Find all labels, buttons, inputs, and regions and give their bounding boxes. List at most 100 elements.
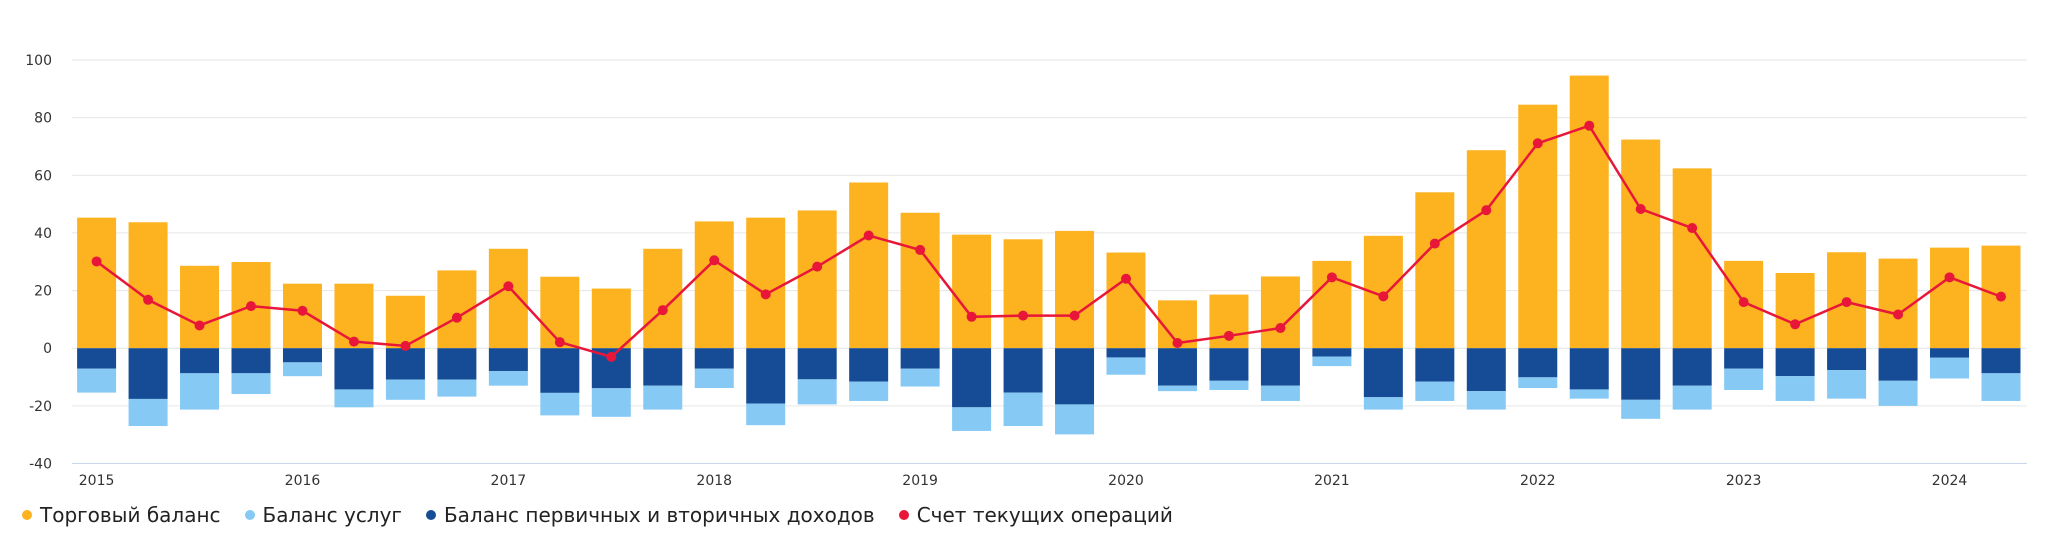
legend: Торговый баланс Баланс услуг Баланс перв… (22, 503, 1173, 527)
bar-income-balance (643, 348, 683, 386)
legend-item-income-balance[interactable]: Баланс первичных и вторичных доходов (425, 503, 875, 527)
bar-income-balance (1209, 348, 1249, 381)
bar-income-balance (1055, 348, 1095, 405)
bar-trade-balance (849, 182, 889, 349)
bar-income-balance (797, 348, 837, 380)
current-account-point (1532, 138, 1543, 149)
bar-trade-balance (1878, 258, 1918, 349)
bar-income-balance (1518, 348, 1558, 378)
bar-services-balance (1466, 391, 1506, 410)
bar-services-balance (746, 403, 786, 426)
bar-services-balance (437, 379, 477, 397)
bar-income-balance (180, 348, 220, 374)
legend-label: Счет текущих операций (916, 503, 1173, 527)
legend-label: Баланс первичных и вторичных доходов (443, 503, 875, 527)
x-tick-label: 2018 (696, 473, 732, 489)
bar-trade-balance (797, 210, 837, 349)
bar-services-balance (591, 388, 631, 417)
bar-income-balance (1621, 348, 1661, 400)
bar-trade-balance (1466, 150, 1506, 349)
bar-trade-balance (1003, 239, 1043, 349)
bar-income-balance (385, 348, 425, 380)
bar-services-balance (128, 398, 168, 427)
legend-label: Баланс услуг (262, 503, 402, 527)
bar-trade-balance (385, 295, 425, 349)
y-tick-label: 0 (43, 341, 52, 357)
current-account-point (1635, 204, 1646, 215)
bar-trade-balance (1260, 276, 1300, 349)
bar-trade-balance (746, 217, 786, 349)
legend-item-services-balance[interactable]: Баланс услуг (244, 503, 402, 527)
bar-income-balance (334, 348, 374, 390)
current-account-polyline (95, 124, 2002, 359)
y-tick-label: -40 (29, 457, 52, 473)
bar-trade-balance (1775, 272, 1815, 349)
current-account-point (246, 301, 257, 312)
current-account-point (143, 294, 154, 305)
current-account-point (709, 255, 720, 266)
current-account-point (1893, 309, 1904, 320)
bar-trade-balance (694, 221, 734, 349)
bar-services-balance (1672, 385, 1712, 410)
legend-item-trade-balance[interactable]: Торговый баланс (22, 503, 221, 527)
current-account-point (554, 337, 565, 348)
bar-services-balance (385, 379, 425, 400)
bar-services-balance (1981, 373, 2021, 401)
current-account-line (91, 120, 2006, 362)
current-account-point (1275, 323, 1286, 334)
current-account-point (1429, 238, 1440, 249)
bar-income-balance (77, 348, 117, 369)
current-account-point (503, 281, 514, 292)
bar-income-balance (1106, 348, 1146, 358)
bar-services-balance (1878, 380, 1918, 406)
legend-label: Торговый баланс (40, 503, 221, 527)
bar-income-balance (1672, 348, 1712, 386)
bar-trade-balance (900, 212, 940, 349)
bar-income-balance (1157, 348, 1197, 386)
y-tick-label: 20 (34, 284, 52, 300)
bar-income-balance (849, 348, 889, 382)
legend-dot-icon (898, 510, 909, 520)
bar-income-balance (437, 348, 477, 380)
bar-services-balance (77, 368, 117, 393)
x-tick-label: 2017 (491, 473, 527, 489)
bar-trade-balance (591, 288, 631, 349)
y-tick-label: 80 (34, 111, 52, 127)
bar-services-balance (180, 373, 220, 410)
bar-trade-balance (77, 217, 117, 349)
bar-services-balance (1930, 357, 1970, 379)
bar-income-balance (1827, 348, 1867, 371)
bar-services-balance (694, 368, 734, 388)
bar-income-balance (694, 348, 734, 369)
current-account-point (1481, 205, 1492, 216)
bar-services-balance (1209, 380, 1249, 391)
bar-trade-balance (1106, 252, 1146, 349)
legend-item-current-account[interactable]: Счет текущих операций (898, 503, 1173, 527)
y-tick-label: 60 (34, 168, 52, 184)
x-tick-label: 2024 (1932, 473, 1968, 489)
current-account-point (1790, 319, 1801, 330)
current-account-point (194, 320, 205, 331)
current-account-point (1738, 297, 1749, 308)
bar-trade-balance (1569, 75, 1609, 349)
bar-services-balance (849, 381, 889, 401)
bar-services-balance (282, 362, 322, 377)
current-account-point (812, 261, 823, 272)
bar-trade-balance (1055, 230, 1095, 349)
bar-income-balance (231, 348, 271, 374)
legend-dot-icon (244, 510, 255, 520)
current-account-point (1018, 310, 1029, 321)
bar-services-balance (1569, 389, 1609, 399)
current-account-point (1687, 223, 1698, 234)
bar-trade-balance (540, 276, 580, 349)
x-tick-label: 2016 (285, 473, 321, 489)
current-account-point (1121, 273, 1132, 284)
bar-services-balance (1106, 357, 1146, 375)
bar-services-balance (488, 370, 528, 386)
y-tick-label: 100 (25, 53, 52, 69)
bars (77, 75, 2021, 435)
bar-services-balance (952, 407, 992, 431)
bar-income-balance (1415, 348, 1455, 382)
bar-services-balance (797, 379, 837, 405)
